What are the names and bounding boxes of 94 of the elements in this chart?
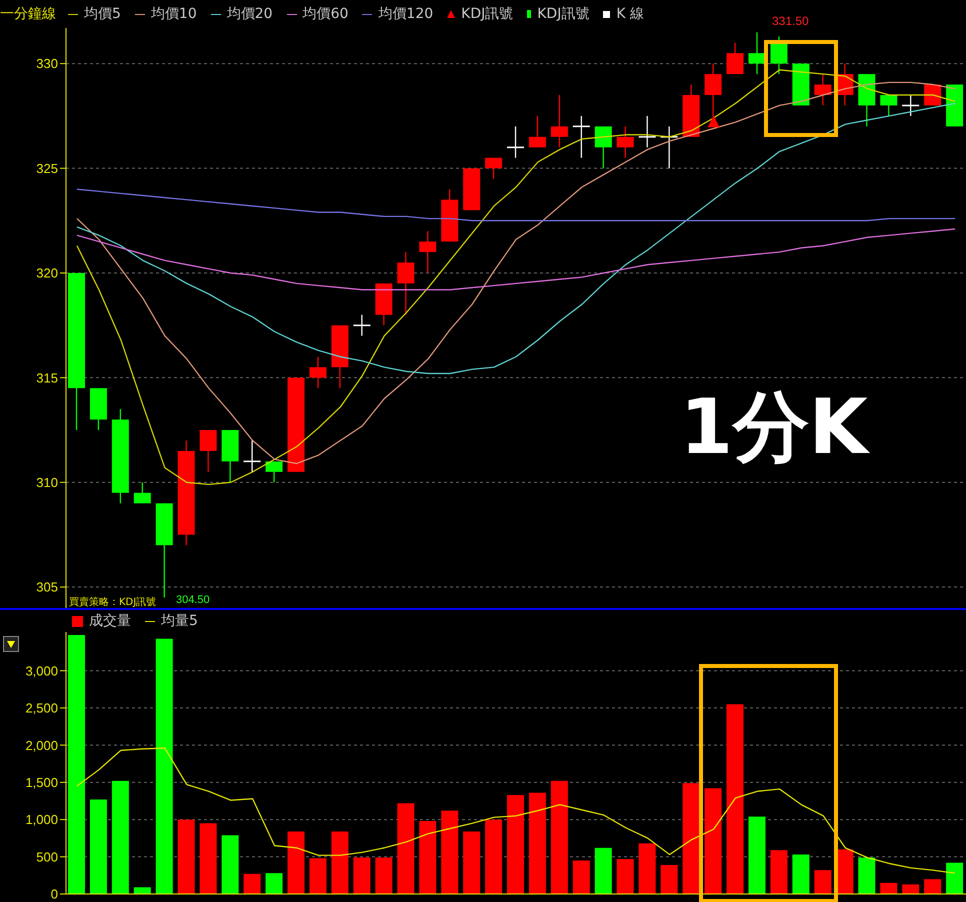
y-tick-label: 325 — [36, 160, 58, 176]
bar — [880, 882, 898, 894]
candlestick — [770, 36, 788, 75]
chart-title: 一分鐘線 — [0, 5, 56, 23]
bar — [616, 859, 634, 894]
bar — [266, 873, 283, 894]
candlestick — [134, 482, 151, 504]
line-series — [76, 188, 956, 222]
bar — [112, 780, 129, 894]
y-tick-label: 1,000 — [25, 812, 58, 828]
candlestick — [506, 126, 525, 158]
y-tick-label: 310 — [36, 474, 58, 490]
bar — [244, 874, 261, 894]
bar — [200, 823, 217, 894]
candlestick — [638, 115, 656, 148]
y-tick-label: 2,500 — [25, 700, 58, 716]
candlestick — [528, 115, 546, 148]
candlestick — [419, 230, 436, 274]
bar — [814, 870, 832, 894]
bar — [288, 831, 305, 894]
bar — [331, 831, 348, 894]
bar — [924, 879, 942, 894]
candlestick — [616, 126, 634, 158]
line-series — [76, 748, 956, 874]
bar — [660, 864, 678, 894]
candlestick — [814, 73, 832, 106]
bar — [858, 858, 876, 894]
y-tick-label: 305 — [36, 580, 58, 595]
candlestick — [309, 356, 326, 389]
bar — [463, 831, 480, 894]
y-tick-label: 500 — [36, 849, 58, 864]
bar — [902, 884, 920, 894]
bar — [770, 850, 788, 894]
candlestick — [397, 251, 414, 316]
bar — [309, 858, 326, 894]
legend-label: KDJ訊號 — [536, 5, 590, 23]
candlestick — [266, 460, 283, 483]
bar — [594, 848, 612, 894]
legend-label: 均價10 — [150, 5, 197, 23]
bar — [419, 821, 436, 894]
candlestick — [352, 314, 372, 336]
bar — [726, 704, 744, 894]
bar — [222, 835, 239, 894]
bar — [375, 858, 392, 894]
y-tick-label: 320 — [36, 266, 58, 281]
candlestick — [901, 94, 920, 117]
bar — [90, 799, 107, 894]
annotation: 331.50 — [772, 14, 809, 28]
y-tick-label: 315 — [36, 370, 58, 386]
bar — [441, 810, 458, 894]
legend-label: 均價60 — [302, 5, 348, 23]
bar — [550, 780, 568, 894]
bar — [156, 638, 173, 894]
bar — [682, 783, 700, 894]
bar — [353, 858, 370, 894]
candlestick — [726, 42, 744, 75]
line-series — [76, 228, 956, 290]
annotation: 買賣策略：KDJ訊號 — [69, 597, 156, 608]
candlestick — [572, 115, 591, 158]
y-tick-label: 0 — [50, 886, 58, 902]
y-tick-label: 1,500 — [25, 774, 58, 790]
candlestick — [200, 429, 217, 472]
bar — [528, 792, 546, 894]
legend-label: 均價120 — [377, 5, 434, 23]
bar — [178, 820, 195, 894]
bar — [397, 803, 414, 894]
y-tick-label: 3,000 — [25, 663, 58, 678]
candlestick — [485, 157, 502, 180]
line-series — [76, 102, 956, 374]
candlestick — [748, 32, 766, 75]
y-tick-label: 2,000 — [25, 738, 58, 753]
candlestick — [594, 126, 612, 169]
legend-label: 均價5 — [83, 5, 121, 23]
bar — [748, 816, 766, 894]
annotation: 304.50 — [176, 594, 210, 606]
bar — [507, 795, 524, 894]
bar — [68, 634, 85, 894]
y-tick-label: 330 — [36, 56, 58, 72]
bar — [638, 843, 656, 894]
bar — [946, 862, 964, 894]
bar — [572, 860, 590, 894]
candlestick — [550, 94, 568, 148]
candlestick — [880, 94, 898, 117]
legend-label: 均價20 — [226, 5, 273, 23]
bar — [704, 788, 722, 894]
legend-label: K 線 — [615, 5, 644, 23]
candlestick — [242, 440, 262, 472]
candlestick — [660, 126, 678, 169]
legend-label: KDJ訊號 — [460, 5, 514, 23]
legend-label: 成交量 — [88, 612, 131, 630]
bar — [792, 854, 810, 894]
bar — [485, 820, 502, 894]
annotation: 1分K — [680, 382, 868, 471]
legend-label: 均量5 — [160, 612, 198, 630]
